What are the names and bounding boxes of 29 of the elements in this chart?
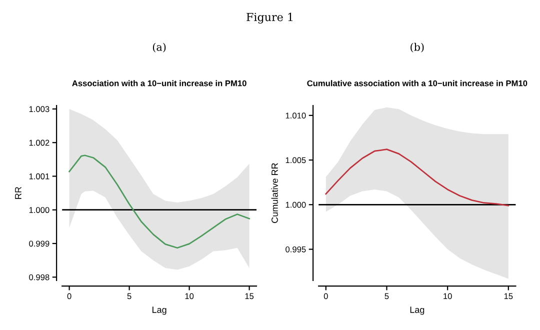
text: (b) <box>410 42 424 52</box>
line-series <box>325 148 510 206</box>
x-tick-label: 5 <box>384 293 389 300</box>
y-tick-label: 1.002 <box>29 140 50 146</box>
y-axis-title: RR <box>15 186 22 199</box>
x-axis-title: Lag <box>152 306 166 315</box>
x-tick-label: 10 <box>444 293 452 300</box>
x-tick-label: 15 <box>245 293 254 300</box>
x-tick-label: 5 <box>127 293 132 300</box>
caption: Figure 1 <box>246 12 292 24</box>
y-tick-label: 0.999 <box>29 240 50 247</box>
y-tick-label: 1.000 <box>286 202 306 208</box>
line-series <box>68 154 250 249</box>
y-tick-label: 0.998 <box>29 274 50 280</box>
x-tick-label: 10 <box>185 293 194 300</box>
x-tick-label: 0 <box>324 293 328 300</box>
chart-title: Cumulative association with a 10−unit increase in PM10 <box>307 80 528 86</box>
x-axis-title: Lag <box>410 306 424 315</box>
y-tick-label: 0.995 <box>286 246 306 252</box>
x-tick-label: 15 <box>504 293 513 300</box>
y-tick-label: 1.001 <box>29 173 50 180</box>
y-tick-label: 1.000 <box>29 207 50 213</box>
text: (a) <box>152 42 166 52</box>
x-tick-label: 0 <box>67 293 72 300</box>
y-tick-label: 1.003 <box>29 106 50 112</box>
y-axis-title: Cumulative RR <box>271 163 278 223</box>
y-tick-label: 1.010 <box>286 112 306 119</box>
y-tick-label: 1.005 <box>286 157 306 164</box>
chart-title: Association with a 10−unit increase in PM10 <box>72 80 246 86</box>
